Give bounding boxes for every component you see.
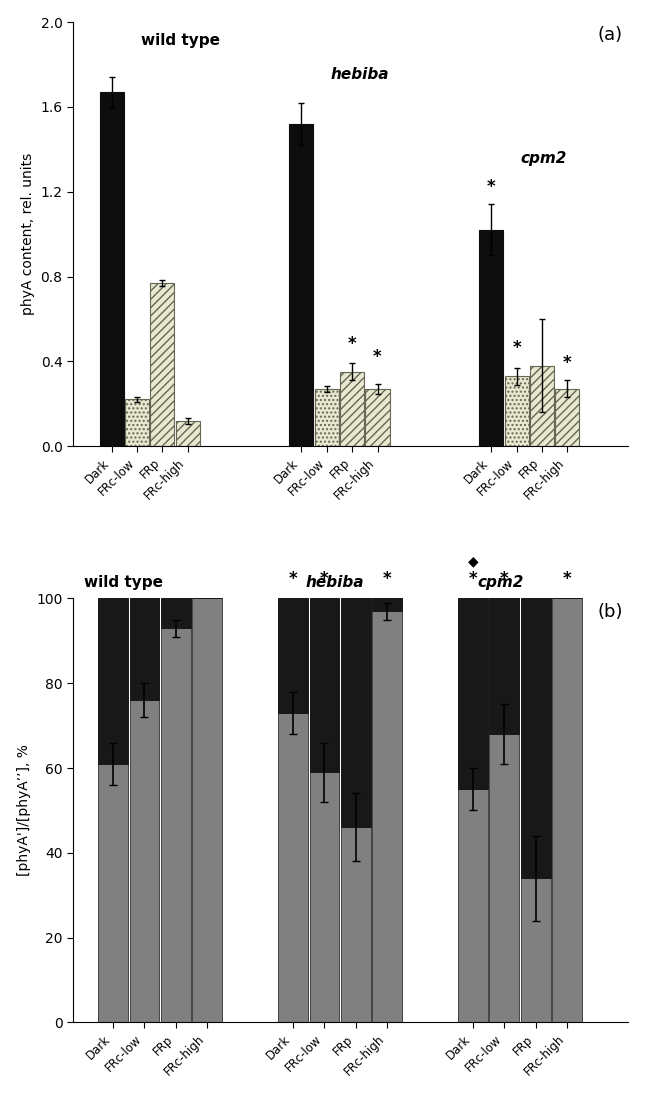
Bar [278, 599, 308, 713]
Bar [490, 599, 519, 734]
Bar [315, 389, 339, 446]
Bar [372, 599, 402, 611]
Bar [366, 389, 390, 446]
Text: *: * [348, 335, 357, 353]
Text: *: * [373, 347, 382, 366]
Bar [125, 400, 149, 446]
Text: (b): (b) [597, 602, 623, 621]
Bar [521, 599, 551, 878]
Text: (a): (a) [598, 26, 623, 45]
Text: *: * [562, 569, 571, 588]
Text: *: * [563, 354, 571, 372]
Bar [479, 230, 503, 446]
Bar [458, 599, 488, 789]
Bar [161, 599, 191, 629]
Bar [490, 734, 519, 1023]
Text: ◆: ◆ [468, 555, 479, 568]
Y-axis label: [phyA']/[phyA’’], %: [phyA']/[phyA’’], % [17, 745, 31, 876]
Bar [310, 772, 339, 1023]
Bar [130, 700, 159, 1023]
Bar [458, 789, 488, 1023]
Text: wild type: wild type [84, 575, 163, 590]
Text: *: * [469, 569, 477, 588]
Text: hebiba: hebiba [305, 575, 364, 590]
Text: *: * [382, 569, 392, 588]
Bar [504, 377, 529, 446]
Bar [98, 764, 128, 1023]
Bar [555, 389, 579, 446]
Bar [192, 599, 222, 1023]
Bar [130, 599, 159, 700]
Text: *: * [500, 569, 509, 588]
Bar [341, 828, 371, 1023]
Bar [521, 878, 551, 1023]
Bar [310, 599, 339, 772]
Text: wild type: wild type [141, 33, 220, 47]
Bar [552, 599, 582, 1023]
Bar [372, 611, 402, 1023]
Bar [150, 283, 174, 446]
Bar [340, 372, 364, 446]
Y-axis label: phyA content, rel. units: phyA content, rel. units [21, 153, 35, 315]
Bar [530, 366, 554, 446]
Bar [290, 124, 313, 446]
Bar [278, 713, 308, 1023]
Text: *: * [289, 569, 297, 588]
Text: cpm2: cpm2 [521, 151, 567, 166]
Bar [175, 420, 200, 446]
Text: *: * [512, 339, 521, 357]
Bar [99, 92, 124, 446]
Text: *: * [487, 178, 495, 196]
Text: *: * [320, 569, 329, 588]
Bar [161, 629, 191, 1023]
Bar [341, 599, 371, 828]
Text: cpm2: cpm2 [477, 575, 524, 590]
Text: hebiba: hebiba [331, 67, 390, 81]
Bar [98, 599, 128, 764]
